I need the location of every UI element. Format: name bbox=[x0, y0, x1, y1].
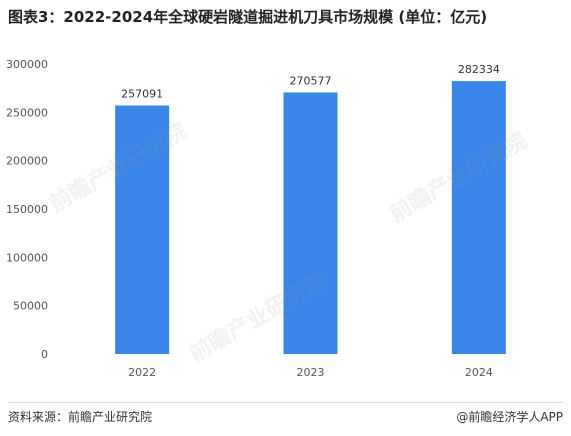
x-tick-label: 2024 bbox=[465, 366, 493, 379]
bar-value-label: 282334 bbox=[458, 63, 500, 76]
bar-value-label: 270577 bbox=[290, 74, 332, 87]
y-axis: 0 50000 100000 150000 200000 250000 300000 bbox=[6, 58, 48, 361]
x-tick-label: 2023 bbox=[297, 366, 325, 379]
bar-2023 bbox=[283, 92, 338, 354]
x-axis: 2022 2023 2024 bbox=[128, 366, 493, 379]
y-tick-label: 150000 bbox=[6, 203, 48, 216]
source-text: 资料来源：前瞻产业研究院 bbox=[8, 410, 153, 424]
y-tick-label: 300000 bbox=[6, 58, 48, 71]
footer-divider bbox=[8, 402, 563, 403]
bars bbox=[115, 81, 506, 354]
bar-2022 bbox=[115, 105, 170, 354]
bar-value-label: 257091 bbox=[121, 87, 163, 100]
bar-labels: 257091 270577 282334 bbox=[121, 63, 500, 100]
bar-2024 bbox=[451, 81, 506, 354]
y-tick-label: 200000 bbox=[6, 155, 48, 168]
y-tick-label: 50000 bbox=[13, 300, 48, 313]
chart-title: 图表3：2022-2024年全球硬岩隧道掘进机刀具市场规模 (单位：亿元) bbox=[8, 8, 488, 26]
y-tick-label: 250000 bbox=[6, 106, 48, 119]
y-tick-label: 100000 bbox=[6, 251, 48, 264]
credit-text: @前瞻经济学人APP bbox=[456, 410, 563, 424]
x-tick-label: 2022 bbox=[128, 366, 156, 379]
y-tick-label: 0 bbox=[41, 348, 48, 361]
